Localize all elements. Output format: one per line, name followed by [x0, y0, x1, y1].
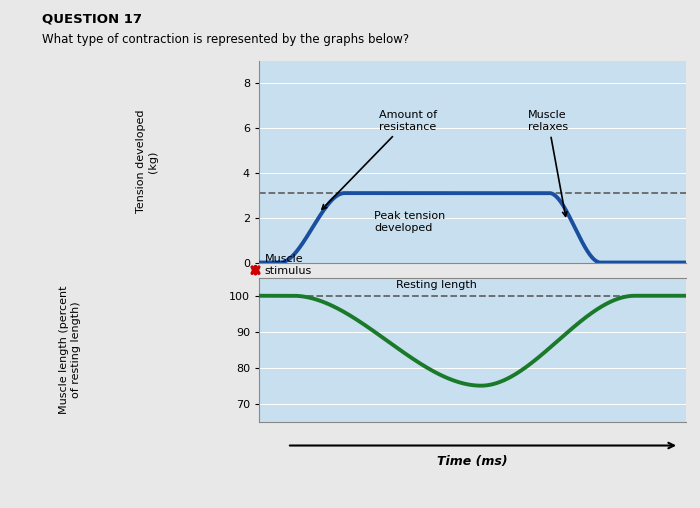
Text: Muscle
relaxes: Muscle relaxes	[528, 110, 568, 216]
Text: Muscle length (percent
of resting length): Muscle length (percent of resting length…	[60, 285, 80, 414]
Text: Peak tension
developed: Peak tension developed	[374, 211, 445, 233]
Text: What type of contraction is represented by the graphs below?: What type of contraction is represented …	[42, 33, 409, 46]
Text: Amount of
resistance: Amount of resistance	[322, 110, 437, 209]
Text: Tension developed
(kg): Tension developed (kg)	[136, 110, 158, 213]
Text: Resting length: Resting length	[395, 280, 477, 291]
Text: Muscle
stimulus: Muscle stimulus	[265, 255, 312, 276]
Text: Time (ms): Time (ms)	[438, 455, 508, 468]
Text: QUESTION 17: QUESTION 17	[42, 13, 142, 26]
